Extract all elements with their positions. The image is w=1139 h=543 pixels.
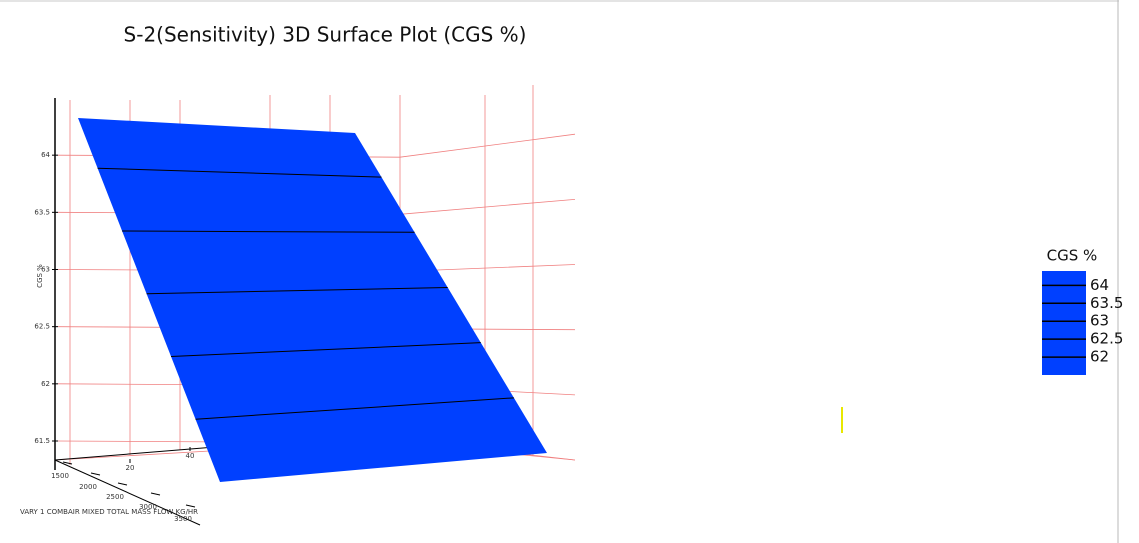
z-tick-label: 62.5 — [34, 323, 50, 331]
legend-label: 63 — [1090, 312, 1109, 330]
contour-line — [195, 397, 514, 420]
z-tick-label: 63.5 — [34, 208, 50, 216]
x-tick-label: 3000 — [139, 503, 157, 511]
x-tick — [117, 482, 128, 486]
x-tick-label: 1500 — [51, 472, 69, 480]
surface — [78, 118, 547, 482]
chart-title: S-2(Sensitivity) 3D Surface Plot (CGS %) — [124, 23, 527, 47]
x-tick — [62, 461, 73, 465]
legend-label: 62.5 — [1090, 330, 1123, 348]
x-tick — [150, 492, 161, 496]
legend-title: CGS % — [1047, 247, 1098, 265]
contour-line — [171, 342, 481, 357]
contour-line — [122, 230, 415, 233]
x-axis — [54, 459, 201, 526]
x-tick — [90, 472, 101, 476]
legend-label: 64 — [1090, 276, 1109, 294]
z-tick-label: 64 — [41, 151, 50, 159]
legend-label: 62 — [1090, 348, 1109, 366]
z-axis-label: CGS % — [36, 264, 44, 288]
contour-line — [146, 286, 448, 295]
colorbar — [1042, 271, 1086, 375]
x-tick — [185, 504, 196, 508]
x-tick-label: 2000 — [79, 483, 97, 491]
z-tick-label: 61.5 — [34, 437, 50, 445]
legend-label: 63.5 — [1090, 294, 1123, 312]
y-tick-label: 40 — [186, 452, 195, 460]
x-axis-label: VARY 1 COMBAIR MIXED TOTAL MASS FLOW KG/… — [20, 508, 198, 516]
contour-line — [97, 167, 382, 178]
x-tick-label: 3500 — [174, 515, 192, 523]
x-tick-label: 2500 — [106, 493, 124, 501]
z-tick-label: 62 — [41, 380, 50, 388]
z-tick-label: 63 — [41, 266, 50, 274]
y-tick-label: 20 — [126, 464, 135, 472]
